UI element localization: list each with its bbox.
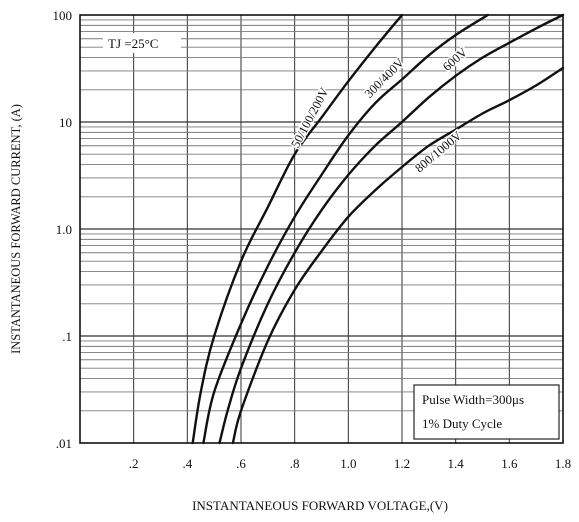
curve-50-100-200v: [191, 13, 404, 445]
grid: [80, 15, 563, 443]
x-tick-label: .6: [236, 456, 246, 471]
temperature-annotation: TJ =25°C: [103, 33, 181, 53]
y-tick-label: 10: [59, 115, 72, 130]
duty-cycle-text: 1% Duty Cycle: [422, 416, 502, 431]
x-tick-label: 1.6: [501, 456, 518, 471]
pulse-annotation: Pulse Width=300μs 1% Duty Cycle: [413, 384, 560, 440]
x-tick-label: .8: [290, 456, 300, 471]
x-tick-label: .2: [129, 456, 139, 471]
x-tick-label: 1.2: [394, 456, 410, 471]
curve-600v: [218, 13, 565, 445]
plot-frame: [79, 14, 564, 444]
y-tick-label: 1.0: [56, 222, 72, 237]
x-axis-title: INSTANTANEOUS FORWARD VOLTAGE,(V): [192, 498, 448, 513]
curves: [191, 13, 565, 445]
curve-300-400v: [202, 13, 490, 445]
tick-labels: .2 .4 .6 .8 1.0 1.2 1.4 1.6 1.8 .01 .1 1.0 10 100: [53, 8, 572, 471]
temperature-annotation-text: TJ =25°C: [108, 36, 158, 51]
pulse-annotation-box: [413, 384, 560, 440]
pulse-width-text: Pulse Width=300μs: [422, 392, 524, 407]
x-tick-label: 1.8: [555, 456, 571, 471]
x-tick-label: 1.4: [448, 456, 465, 471]
temperature-annotation-box: [103, 33, 181, 53]
y-tick-label: .01: [56, 436, 72, 451]
y-axis-title: INSTANTANEOUS FORWARD CURRENT, (A): [9, 104, 23, 354]
y-tick-label: .1: [62, 329, 72, 344]
x-tick-label: 1.0: [340, 456, 356, 471]
x-tick-label: .4: [182, 456, 192, 471]
curve-800-1000v: [231, 66, 565, 445]
y-tick-label: 100: [53, 8, 73, 23]
